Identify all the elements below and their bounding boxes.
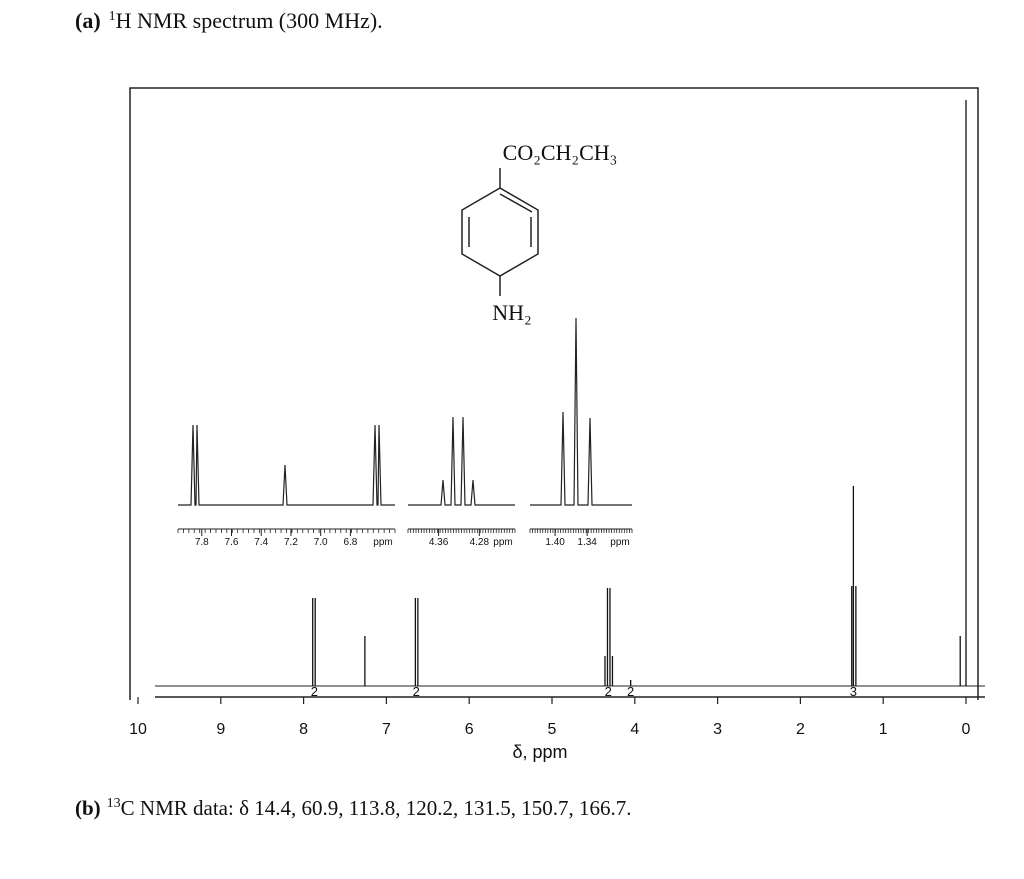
inset-tick-label: 1.34 [577, 537, 597, 548]
inset-tick-label: 4.28 [470, 537, 490, 548]
inset-tick-label: 6.8 [343, 537, 357, 548]
structure-top: CO₂CH₂CH₃ [503, 140, 618, 165]
x-tick-label: 6 [465, 721, 474, 738]
integral-label: 2 [605, 684, 612, 699]
header-label: (a) [75, 8, 101, 33]
inset-tick-label: 7.2 [284, 537, 298, 548]
inset-tick-label: 7.4 [254, 537, 268, 548]
integral-label: 2 [627, 684, 634, 699]
x-tick-label: 3 [713, 721, 722, 738]
integral-label: 2 [413, 684, 420, 699]
inset-tick-label: 4.36 [429, 537, 449, 548]
inset-tick-label: 7.0 [314, 537, 328, 548]
x-tick-label: 7 [382, 721, 391, 738]
x-tick-label: 10 [129, 721, 147, 738]
x-tick-label: 2 [796, 721, 805, 738]
inset-tick-label: 7.8 [195, 537, 209, 548]
inset-tick-label: 7.6 [225, 537, 239, 548]
header-title: H NMR spectrum (300 MHz). [116, 8, 383, 33]
integral-label: 2 [311, 684, 318, 699]
x-axis-label: δ, ppm [512, 742, 567, 762]
x-tick-label: 4 [630, 721, 639, 738]
inset-unit: ppm [493, 537, 512, 548]
x-tick-label: 0 [962, 721, 971, 738]
integral-label: 3 [850, 684, 857, 699]
footer: (b) 13C NMR data: δ 14.4, 60.9, 113.8, 12… [75, 796, 631, 820]
frame [129, 87, 979, 700]
inset-unit: ppm [610, 537, 629, 548]
x-tick-label: 9 [216, 721, 225, 738]
footer-text: C NMR data: δ 14.4, 60.9, 113.8, 120.2, … [121, 796, 632, 820]
footer-sup: 13 [107, 796, 121, 811]
x-tick-label: 1 [879, 721, 888, 738]
footer-label: (b) [75, 796, 101, 820]
inset-unit: ppm [373, 537, 392, 548]
header-sup: 1 [109, 9, 116, 24]
insets: 7.8 7.6 7.4 7.2 7.0 6.8 ppm 4.36 4.28 ppm 1.40 1.34… [177, 528, 633, 548]
inset-tick-label: 1.40 [545, 537, 565, 548]
benzene-ring [461, 168, 539, 296]
header: (a) 1H NMR spectrum (300 MHz). [75, 8, 383, 33]
x-tick-label: 5 [548, 721, 557, 738]
structure-bottom: NH₂ [492, 300, 531, 325]
inset-traces [178, 317, 632, 506]
x-tick-label: 8 [299, 721, 308, 738]
